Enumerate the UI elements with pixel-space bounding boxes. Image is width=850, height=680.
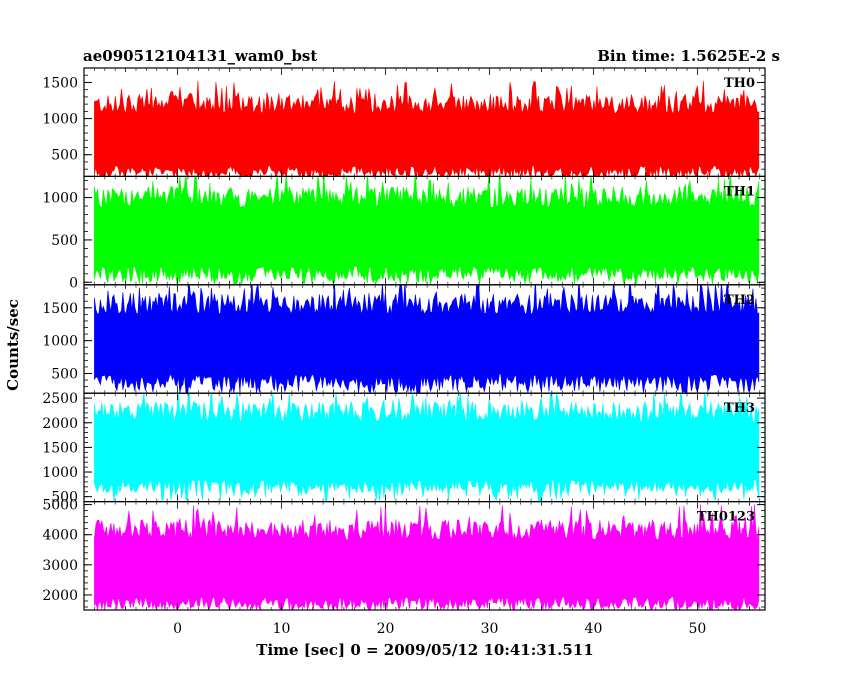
y-tick-label: 500 <box>51 490 78 506</box>
panel-label-th0: TH0 <box>724 76 755 91</box>
panel-label-th1: TH1 <box>724 184 755 199</box>
y-tick-label: 1000 <box>42 334 78 350</box>
series-th0123 <box>94 504 760 611</box>
panel-label-th2: TH2 <box>724 293 755 308</box>
y-tick-label: 2000 <box>42 588 78 604</box>
x-tick-label: 30 <box>481 621 499 637</box>
panel-frame <box>83 501 766 611</box>
y-tick-label: 5000 <box>42 498 78 514</box>
y-tick-label: 2500 <box>42 391 78 407</box>
x-tick-label: 10 <box>273 621 291 637</box>
x-tick-label: 40 <box>585 621 603 637</box>
x-tick-label: 20 <box>377 621 395 637</box>
series-th2 <box>94 284 760 394</box>
panel-th0123: 2000 3000 4000 5000 TH0123 <box>42 498 766 611</box>
y-tick-label: 500 <box>51 366 78 382</box>
y-tick-label: 1500 <box>42 440 78 456</box>
panel-th0: 500 1000 1500 TH0 <box>42 67 766 178</box>
y-axis-label: Counts/sec <box>4 299 22 391</box>
x-axis: 0 10 20 30 40 50 <box>173 621 706 637</box>
y-tick-label: 1000 <box>42 191 78 207</box>
y-tick-label: 2000 <box>42 416 78 432</box>
panel-th1: 0 500 1000 TH1 <box>42 175 766 291</box>
panel-label-th3: TH3 <box>724 401 755 416</box>
chart-title-left: ae090512104131_wam0_bst <box>83 47 317 65</box>
series-th3 <box>94 393 760 502</box>
y-tick-label: 1500 <box>42 301 78 317</box>
panel-th3: 500 1000 1500 2000 2500 TH3 <box>42 391 766 506</box>
y-tick-label: 0 <box>69 275 78 291</box>
series-th0 <box>94 80 760 177</box>
panel-th2: 500 1000 1500 TH2 <box>42 284 766 394</box>
y-tick-label: 1000 <box>42 112 78 128</box>
x-tick-label: 50 <box>689 621 707 637</box>
y-tick-label: 1000 <box>42 465 78 481</box>
panel-label-th0123: TH0123 <box>697 510 755 525</box>
x-axis-label: Time [sec] 0 = 2009/05/12 10:41:31.511 <box>256 641 593 659</box>
y-tick-label: 3000 <box>42 558 78 574</box>
chart-title-right: Bin time: 1.5625E-2 s <box>597 47 780 65</box>
y-tick-label: 500 <box>51 233 78 249</box>
x-tick-label: 0 <box>173 621 182 637</box>
y-tick-label: 4000 <box>42 528 78 544</box>
y-tick-label: 1500 <box>42 75 78 91</box>
y-tick-label: 500 <box>51 148 78 164</box>
series-th1 <box>94 176 760 285</box>
